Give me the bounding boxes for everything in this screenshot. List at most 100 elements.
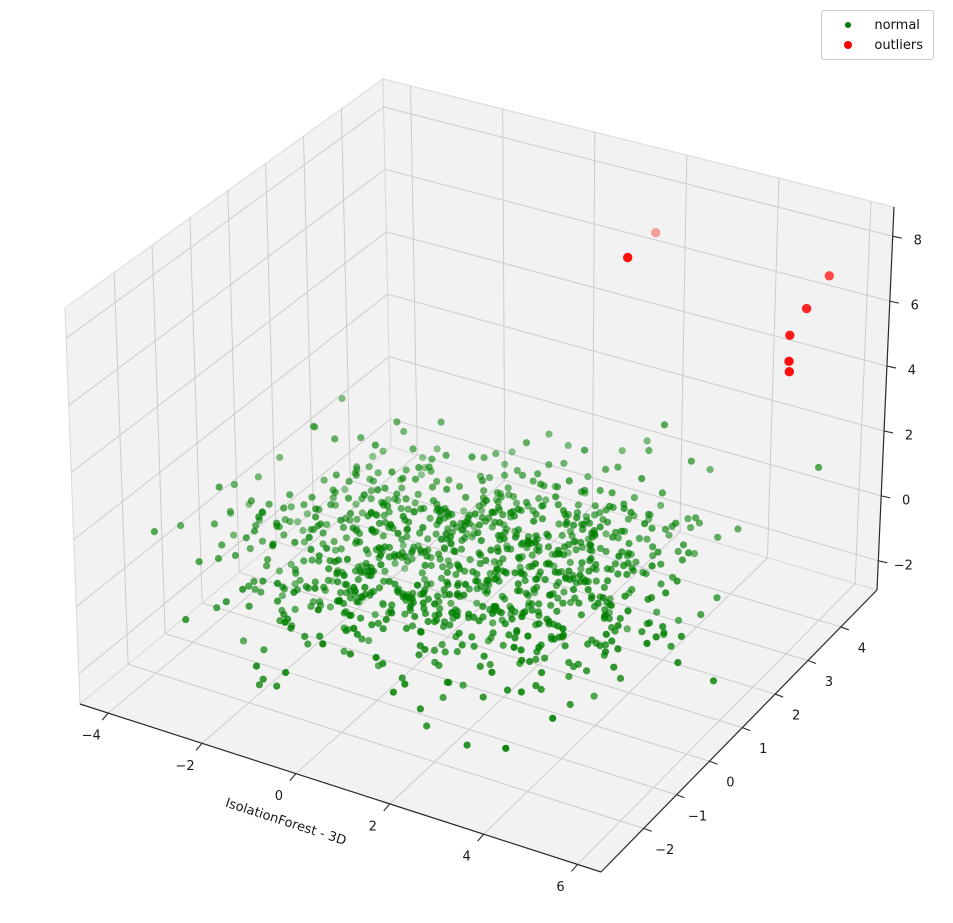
- scatter-point-normal: [517, 688, 526, 696]
- scatter-point-normal: [508, 615, 516, 623]
- z-axis-tick-mark: [892, 235, 902, 239]
- scatter-point-normal: [349, 524, 357, 532]
- scatter-point-normal: [555, 578, 563, 586]
- scatter-point-normal: [534, 470, 542, 478]
- scatter-point-normal: [594, 599, 602, 607]
- scatter-point-normal: [352, 500, 360, 508]
- scatter-point-normal: [443, 485, 451, 493]
- scatter-point-normal: [300, 557, 308, 565]
- scatter-point-normal: [440, 622, 448, 631]
- outlier-points: [623, 228, 834, 377]
- scatter-point-normal: [265, 500, 273, 508]
- scatter-point-normal: [560, 588, 568, 596]
- scatter-point-normal: [408, 622, 417, 630]
- scatter-point-normal: [538, 515, 547, 523]
- scatter-point-normal: [365, 463, 373, 471]
- scatter-point-normal: [463, 741, 471, 749]
- scatter-point-normal: [488, 609, 497, 618]
- scatter-point-normal: [528, 606, 536, 614]
- x-axis-tick-label: 4: [463, 850, 471, 865]
- scatter-point-normal: [345, 477, 353, 485]
- scatter-point-normal: [395, 551, 403, 559]
- y-axis-tick-mark: [676, 794, 685, 799]
- scatter-point-normal: [428, 483, 437, 491]
- scatter-point-normal: [401, 564, 409, 573]
- scatter-point-normal: [419, 524, 427, 532]
- scatter-point-normal: [400, 427, 408, 436]
- scatter-point-normal: [374, 619, 382, 627]
- scatter-point-normal: [379, 599, 387, 607]
- scatter-point-normal: [697, 611, 705, 619]
- y-axis-tick-label: 2: [792, 709, 800, 724]
- x-axis-tick-label: 2: [369, 819, 377, 834]
- scatter-point-normal: [581, 578, 589, 586]
- scatter-point-normal: [417, 471, 425, 479]
- scatter-point-normal: [574, 501, 583, 509]
- x-axis-tick-label: −4: [82, 729, 101, 744]
- scatter-point-normal: [618, 447, 626, 455]
- scatter-point-normal: [346, 509, 355, 518]
- scatter-point-normal: [282, 668, 290, 677]
- scatter-point-normal: [624, 607, 632, 615]
- scatter-point-normal: [590, 692, 598, 700]
- scatter-point-normal: [292, 569, 300, 577]
- scatter-point-normal: [501, 620, 509, 628]
- scatter-point-normal: [226, 507, 234, 515]
- scatter-point-normal: [577, 538, 585, 547]
- x-grid-line: [107, 85, 418, 714]
- scatter-point-normal: [337, 545, 345, 553]
- scatter-point-normal: [447, 539, 455, 547]
- scatter-point-normal: [436, 605, 444, 613]
- scatter-point-normal: [502, 744, 510, 752]
- scatter-point-normal: [351, 469, 359, 477]
- scatter-point-normal: [316, 598, 324, 606]
- scatter-point-normal: [254, 473, 262, 481]
- x-axis-tick-mark: [195, 742, 203, 751]
- scatter-point-normal: [629, 567, 637, 575]
- scatter-point-normal: [625, 539, 633, 548]
- scatter-point-normal: [532, 575, 540, 583]
- scatter-point-normal: [445, 476, 453, 484]
- scatter-point-normal: [393, 418, 401, 426]
- scatter-point-normal: [480, 487, 488, 495]
- scatter-point-normal: [362, 559, 370, 568]
- x-axis-label: IsolationForest - 3D: [223, 796, 348, 849]
- x-axis-tick-mark: [571, 864, 578, 872]
- legend-label-normal: normal: [874, 17, 920, 33]
- scatter-point-normal: [379, 532, 387, 540]
- scatter-point-normal: [478, 513, 486, 522]
- scatter-point-normal: [291, 538, 299, 547]
- scatter-point-normal: [553, 607, 561, 615]
- scatter-point-normal: [353, 630, 361, 638]
- scatter-point-normal: [250, 577, 258, 586]
- scatter-point-normal: [544, 543, 553, 551]
- scatter-point-normal: [255, 681, 263, 689]
- scatter-point-normal: [483, 576, 491, 584]
- scatter-point-normal: [509, 493, 518, 501]
- scatter-point-normal: [617, 527, 626, 535]
- scatter-point-normal: [290, 588, 298, 596]
- scatter-point-normal: [316, 632, 324, 640]
- scatter-point-normal: [362, 546, 370, 554]
- scatter-point-normal: [442, 530, 450, 538]
- scatter-point-normal: [279, 583, 287, 591]
- scatter-point-normal: [530, 517, 538, 525]
- scatter-point-normal: [404, 505, 412, 513]
- scatter-point-normal: [492, 603, 500, 611]
- scatter-point-normal: [478, 477, 486, 485]
- scatter-point-normal: [562, 512, 570, 521]
- scatter-point-normal: [482, 556, 490, 565]
- scatter-point-normal: [560, 459, 568, 467]
- scatter-point-normal: [286, 518, 294, 526]
- scatter-point-normal: [614, 622, 622, 630]
- scatter-point-normal: [559, 631, 568, 639]
- scatter-point-normal: [317, 520, 325, 528]
- scatter-point-normal: [552, 493, 560, 501]
- scatter-point-normal: [532, 655, 540, 664]
- scatter-point-normal: [353, 463, 361, 471]
- scatter-point-normal: [468, 533, 476, 541]
- scatter-point-normal: [416, 529, 424, 537]
- scatter-point-normal: [375, 584, 384, 592]
- scatter-point-normal: [245, 582, 253, 590]
- scatter-point-normal: [493, 565, 501, 574]
